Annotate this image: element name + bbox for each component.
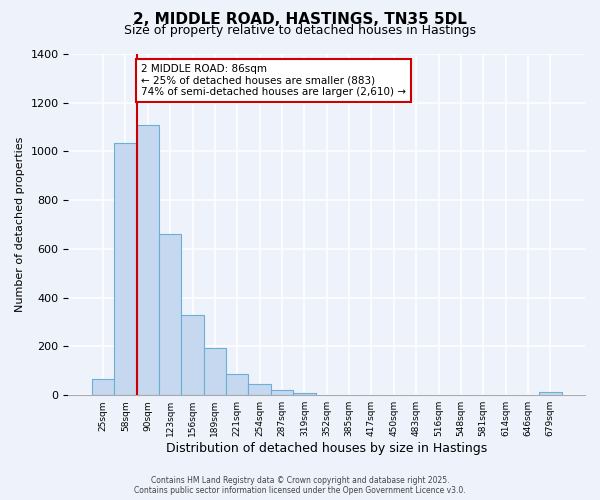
Bar — [181, 315, 204, 395]
Text: 2 MIDDLE ROAD: 86sqm
← 25% of detached houses are smaller (883)
74% of semi-deta: 2 MIDDLE ROAD: 86sqm ← 25% of detached h… — [141, 64, 406, 97]
Bar — [248, 384, 271, 395]
Bar — [114, 143, 137, 395]
Bar — [159, 234, 181, 395]
Text: Size of property relative to detached houses in Hastings: Size of property relative to detached ho… — [124, 24, 476, 37]
Bar — [271, 390, 293, 395]
Bar — [204, 348, 226, 395]
X-axis label: Distribution of detached houses by size in Hastings: Distribution of detached houses by size … — [166, 442, 487, 455]
Bar — [226, 374, 248, 395]
Bar — [293, 393, 316, 395]
Bar — [137, 124, 159, 395]
Bar — [539, 392, 562, 395]
Text: 2, MIDDLE ROAD, HASTINGS, TN35 5DL: 2, MIDDLE ROAD, HASTINGS, TN35 5DL — [133, 12, 467, 28]
Text: Contains HM Land Registry data © Crown copyright and database right 2025.
Contai: Contains HM Land Registry data © Crown c… — [134, 476, 466, 495]
Bar — [92, 380, 114, 395]
Y-axis label: Number of detached properties: Number of detached properties — [15, 137, 25, 312]
